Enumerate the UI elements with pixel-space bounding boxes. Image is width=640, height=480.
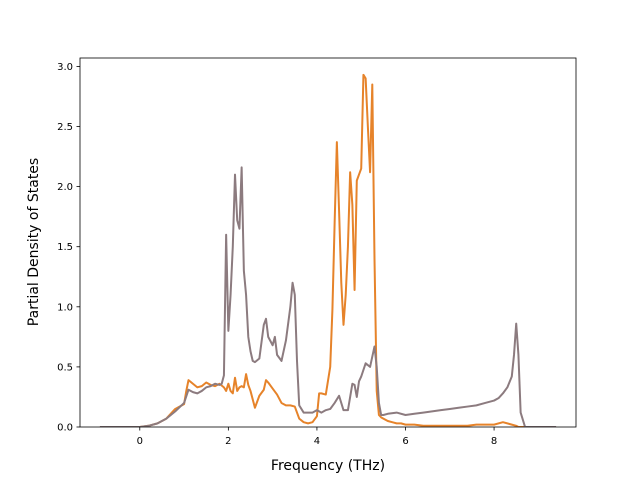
x-tick-label: 6 bbox=[402, 436, 408, 447]
x-tick-label: 0 bbox=[137, 436, 143, 447]
y-tick-label: 1.0 bbox=[57, 302, 73, 313]
series-line-2 bbox=[99, 166, 557, 427]
y-tick-label: 2.0 bbox=[57, 182, 73, 193]
y-tick-label: 3.0 bbox=[57, 62, 73, 73]
x-tick-label: 8 bbox=[491, 436, 497, 447]
plot-area bbox=[99, 73, 557, 427]
y-tick-label: 2.5 bbox=[57, 122, 73, 133]
series-line-1 bbox=[99, 73, 557, 427]
y-tick-label: 0.5 bbox=[57, 362, 73, 373]
plot-frame bbox=[79, 57, 577, 428]
x-tick-label: 4 bbox=[314, 436, 320, 447]
axes: 0 2 4 6 8 0.0 0.5 1.0 1.5 2.0 2.5 3.0 bbox=[57, 57, 577, 447]
x-tick-label: 2 bbox=[225, 436, 231, 447]
y-tick-label: 1.5 bbox=[57, 242, 73, 253]
y-tick-label: 0.0 bbox=[57, 423, 73, 434]
x-axis-label: Frequency (THz) bbox=[271, 458, 385, 474]
y-axis-label: Partial Density of States bbox=[26, 158, 42, 326]
